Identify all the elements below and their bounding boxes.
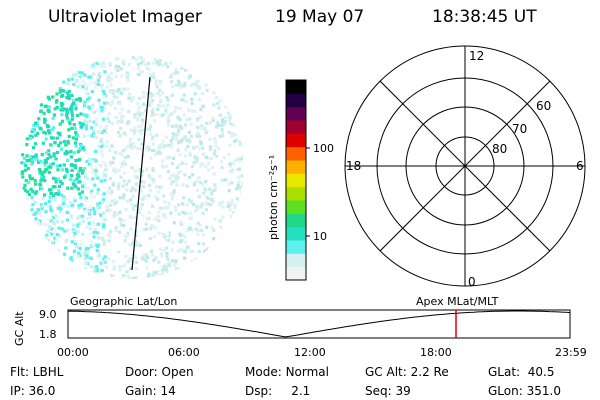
colorbar-swatch bbox=[286, 93, 306, 108]
lat-label-80: 80 bbox=[492, 142, 507, 156]
status-seq: Seq: 39 bbox=[365, 384, 411, 398]
terminator-line bbox=[131, 76, 151, 271]
status-door: Door: Open bbox=[125, 365, 194, 379]
colorbar-swatch bbox=[286, 80, 306, 94]
colorbar-swatch bbox=[286, 120, 306, 134]
colorbar-swatch bbox=[286, 213, 306, 228]
colorbar-swatch bbox=[286, 240, 306, 254]
colorbar-swatch bbox=[286, 133, 306, 148]
colorbar-swatch bbox=[286, 266, 306, 281]
colorbar-swatches bbox=[286, 80, 306, 281]
status-glon: GLon: 351.0 bbox=[488, 384, 561, 398]
mlt-label-12: 12 bbox=[469, 49, 484, 63]
colorbar-swatch bbox=[286, 253, 306, 268]
colorbar-swatch bbox=[286, 226, 306, 241]
status-filter: Flt: LBHL bbox=[10, 365, 64, 379]
colorbar-swatch bbox=[286, 146, 306, 161]
colorbar-tick-100: 100 bbox=[313, 142, 334, 155]
orbit-xtick-0000: 00:00 bbox=[57, 346, 89, 359]
colorbar-tick-10: 10 bbox=[313, 230, 327, 243]
lat-label-60: 60 bbox=[536, 99, 551, 113]
orbit-ytick-1.8: 1.8 bbox=[39, 328, 57, 341]
status-mode: Mode: Normal bbox=[245, 365, 329, 379]
orbit-xtick-1200: 12:00 bbox=[294, 346, 326, 359]
status-gain: Gain: 14 bbox=[125, 384, 176, 398]
status-gc-alt: GC Alt: 2.2 Re bbox=[365, 365, 449, 379]
colorbar-unit-label: photon cm⁻²s⁻¹ bbox=[267, 155, 280, 240]
orbit-altitude-curve bbox=[67, 310, 571, 338]
orbit-xtick-2359: 23:59 bbox=[555, 346, 587, 359]
orbit-right-title: Apex MLat/MLT bbox=[416, 295, 499, 308]
orbit-left-title: Geographic Lat/Lon bbox=[70, 295, 177, 308]
colorbar-swatch bbox=[286, 106, 306, 121]
status-ip: IP: 36.0 bbox=[10, 384, 56, 398]
colorbar-swatch bbox=[286, 160, 306, 174]
lat-label-70: 70 bbox=[512, 122, 527, 136]
status-dsp: Dsp: 2.1 bbox=[245, 384, 311, 398]
orbit-ytick-9: 9.0 bbox=[39, 308, 57, 321]
mlt-label-0: 0 bbox=[468, 275, 476, 289]
mlt-label-18: 18 bbox=[346, 159, 361, 173]
orbit-ylabel: GC Alt bbox=[13, 311, 26, 346]
colorbar-swatch bbox=[286, 186, 306, 201]
orbit-xtick-1800: 18:00 bbox=[420, 346, 452, 359]
status-glat: GLat: 40.5 bbox=[488, 365, 555, 379]
observation-date: 19 May 07 bbox=[275, 7, 365, 27]
colorbar-swatch bbox=[286, 200, 306, 214]
colorbar-swatch bbox=[286, 173, 306, 188]
instrument-title: Ultraviolet Imager bbox=[48, 7, 202, 27]
orbit-xtick-0600: 06:00 bbox=[168, 346, 200, 359]
mlt-label-6: 6 bbox=[576, 159, 584, 173]
observation-time: 18:38:45 UT bbox=[432, 7, 537, 27]
